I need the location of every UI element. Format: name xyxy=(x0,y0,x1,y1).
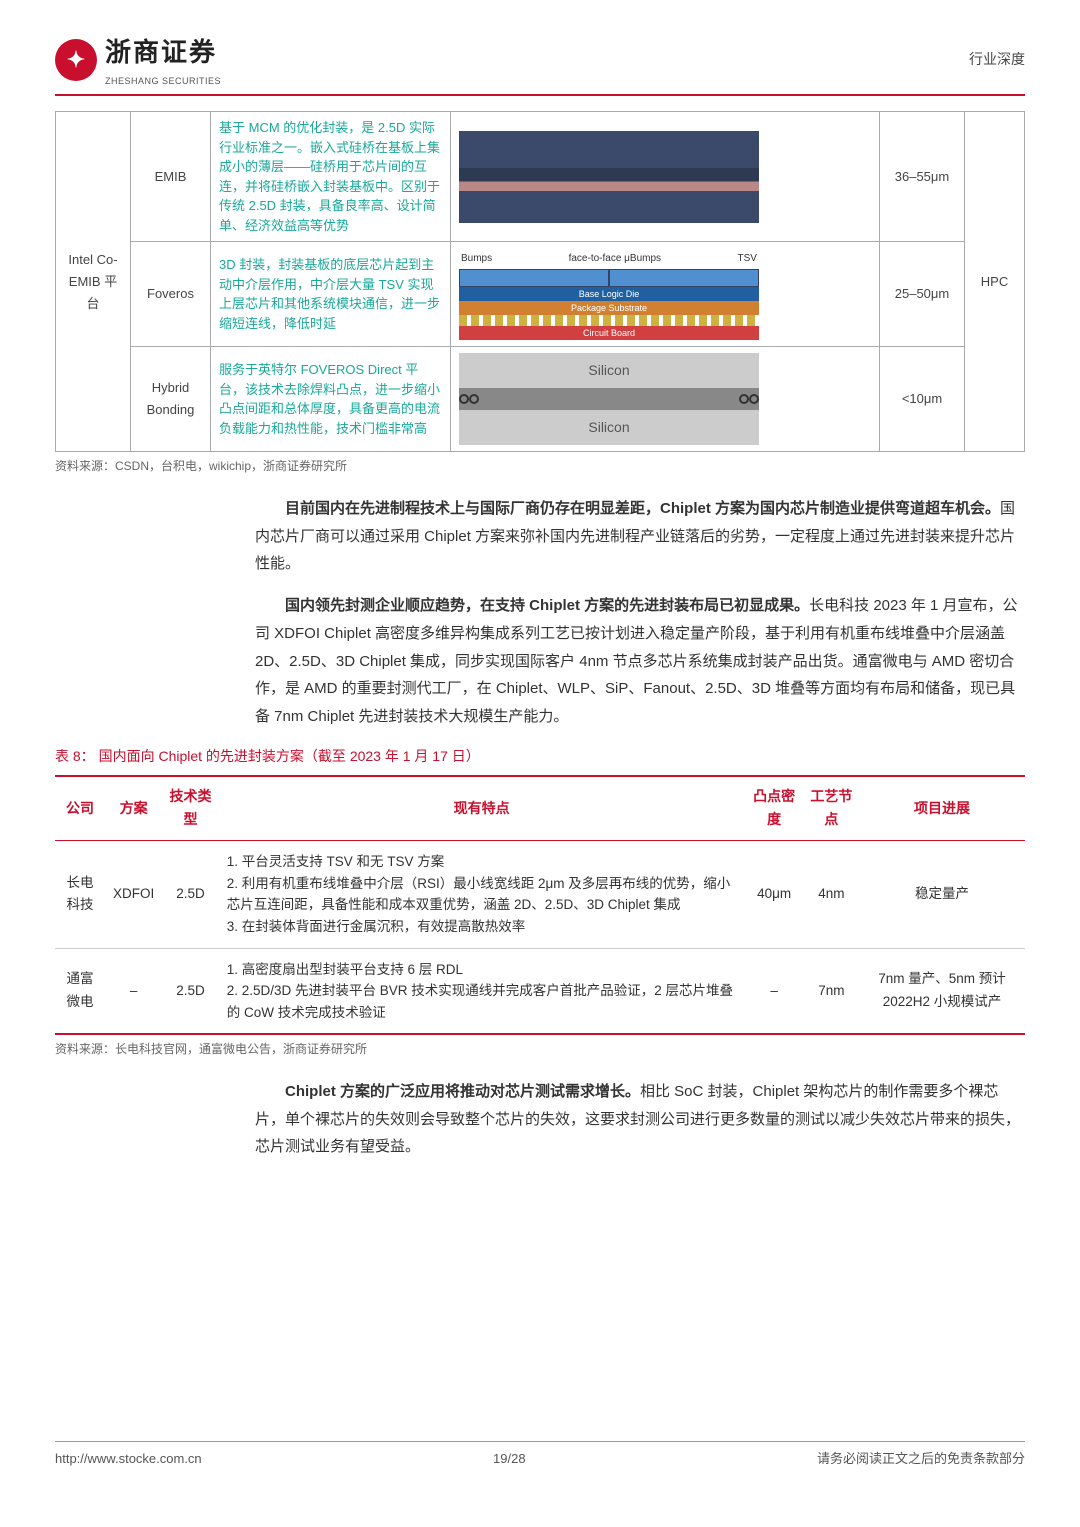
scheme-diagram: Silicon Silicon xyxy=(451,347,880,452)
company-cell: 通富微电 xyxy=(55,948,105,1034)
paragraph-1: 目前国内在先进制程技术上与国际厂商仍存在明显差距，Chiplet 方案为国内芯片… xyxy=(255,495,1025,578)
scheme-desc: 基于 MCM 的优化封装，是 2.5D 实际行业标准之一。嵌入式硅桥在基板上集成… xyxy=(211,112,451,242)
col-features: 现有特点 xyxy=(219,776,745,841)
footer-page: 19/28 xyxy=(493,1448,526,1470)
table2-source: 资料来源：长电科技官网，通富微电公告，浙商证券研究所 xyxy=(55,1039,1025,1059)
col-density: 凸点密度 xyxy=(745,776,804,841)
paragraph-3: Chiplet 方案的广泛应用将推动对芯片测试需求增长。相比 SoC 封装，Ch… xyxy=(255,1078,1025,1161)
density-cell: 36–55μm xyxy=(880,112,965,242)
table-row: Hybrid Bonding 服务于英特尔 FOVEROS Direct 平台，… xyxy=(56,347,1025,452)
scheme-name: EMIB xyxy=(131,112,211,242)
chiplet-solutions-table: 公司 方案 技术类型 现有特点 凸点密度 工艺节点 项目进展 长电科技XDFOI… xyxy=(55,775,1025,1036)
table-row: 通富微电–2.5D1. 高密度扇出型封装平台支持 6 层 RDL 2. 2.5D… xyxy=(55,948,1025,1034)
features-cell: 1. 高密度扇出型封装平台支持 6 层 RDL 2. 2.5D/3D 先进封装平… xyxy=(219,948,745,1034)
scheme-desc: 服务于英特尔 FOVEROS Direct 平台，该技术去除焊料凸点，进一步缩小… xyxy=(211,347,451,452)
density-cell: – xyxy=(745,948,804,1034)
col-scheme: 方案 xyxy=(105,776,162,841)
intel-platform-table: Intel Co-EMIB 平台 EMIB 基于 MCM 的优化封装，是 2.5… xyxy=(55,111,1025,452)
tech-cell: 2.5D xyxy=(162,841,218,948)
node-cell: 4nm xyxy=(804,841,859,948)
progress-cell: 稳定量产 xyxy=(859,841,1025,948)
density-cell: 40μm xyxy=(745,841,804,948)
scheme-name: Foveros xyxy=(131,242,211,347)
col-node: 工艺节点 xyxy=(804,776,859,841)
scheme-cell: XDFOI xyxy=(105,841,162,948)
col-progress: 项目进展 xyxy=(859,776,1025,841)
features-cell: 1. 平台灵活支持 TSV 和无 TSV 方案 2. 利用有机重布线堆叠中介层（… xyxy=(219,841,745,948)
header-category: 行业深度 xyxy=(969,48,1025,72)
scheme-diagram: Bumpsface-to-face μBumpsTSV Base Logic D… xyxy=(451,242,880,347)
footer-disclaimer: 请务必阅读正文之后的免责条款部分 xyxy=(817,1448,1025,1470)
density-cell: 25–50μm xyxy=(880,242,965,347)
logo-cn: 浙商证券 xyxy=(105,30,221,74)
table-row: Intel Co-EMIB 平台 EMIB 基于 MCM 的优化封装，是 2.5… xyxy=(56,112,1025,242)
col-tech: 技术类型 xyxy=(162,776,218,841)
platform-cell: Intel Co-EMIB 平台 xyxy=(56,112,131,452)
scheme-cell: – xyxy=(105,948,162,1034)
page-header: ✦ 浙商证券 ZHESHANG SECURITIES 行业深度 xyxy=(55,30,1025,96)
col-company: 公司 xyxy=(55,776,105,841)
logo-en: ZHESHANG SECURITIES xyxy=(105,74,221,89)
table2-title: 表 8： 国内面向 Chiplet 的先进封装方案（截至 2023 年 1 月 … xyxy=(55,745,1025,769)
footer-url: http://www.stocke.com.cn xyxy=(55,1448,202,1470)
tech-cell: 2.5D xyxy=(162,948,218,1034)
table-row: 长电科技XDFOI2.5D1. 平台灵活支持 TSV 和无 TSV 方案 2. … xyxy=(55,841,1025,948)
logo-icon: ✦ xyxy=(55,39,97,81)
node-cell: 7nm xyxy=(804,948,859,1034)
page-footer: http://www.stocke.com.cn 19/28 请务必阅读正文之后… xyxy=(55,1441,1025,1470)
density-cell: <10μm xyxy=(880,347,965,452)
scheme-diagram xyxy=(451,112,880,242)
project-cell: HPC xyxy=(965,112,1025,452)
progress-cell: 7nm 量产、5nm 预计 2022H2 小规模试产 xyxy=(859,948,1025,1034)
table1-source: 资料来源：CSDN，台积电，wikichip，浙商证券研究所 xyxy=(55,456,1025,476)
scheme-desc: 3D 封装，封装基板的底层芯片起到主动中介层作用，中介层大量 TSV 实现上层芯… xyxy=(211,242,451,347)
table-header-row: 公司 方案 技术类型 现有特点 凸点密度 工艺节点 项目进展 xyxy=(55,776,1025,841)
paragraph-2: 国内领先封测企业顺应趋势，在支持 Chiplet 方案的先进封装布局已初显成果。… xyxy=(255,592,1025,731)
table-row: Foveros 3D 封装，封装基板的底层芯片起到主动中介层作用，中介层大量 T… xyxy=(56,242,1025,347)
company-cell: 长电科技 xyxy=(55,841,105,948)
scheme-name: Hybrid Bonding xyxy=(131,347,211,452)
logo: ✦ 浙商证券 ZHESHANG SECURITIES xyxy=(55,30,221,89)
